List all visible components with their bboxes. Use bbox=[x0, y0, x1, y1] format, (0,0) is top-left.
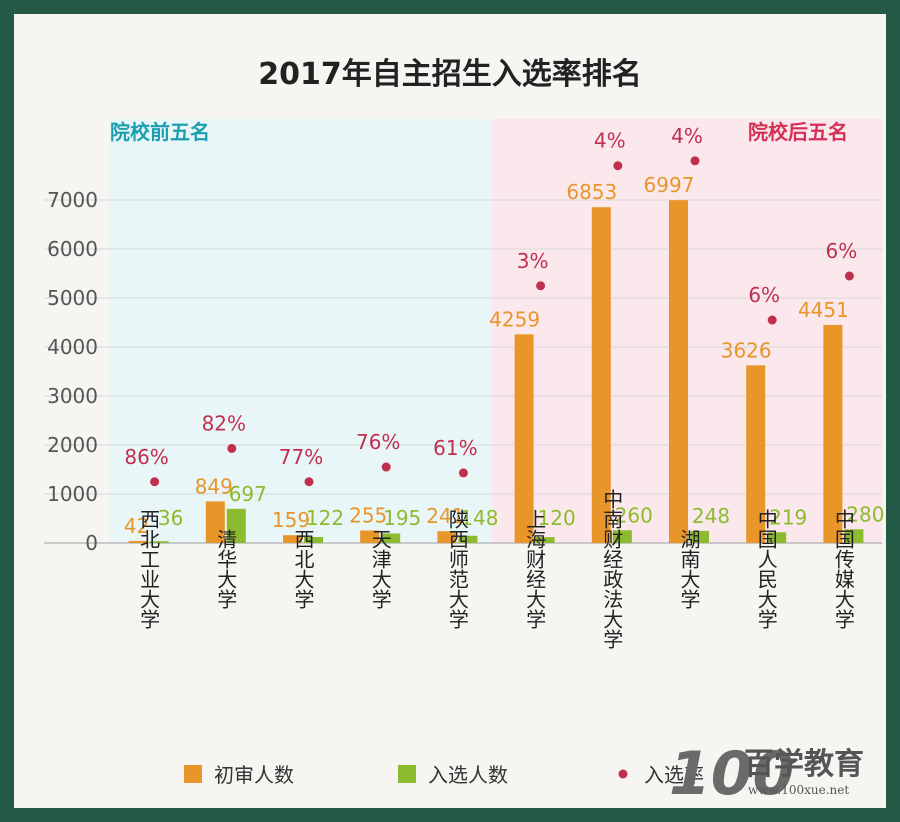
data-label-applicants: 4259 bbox=[489, 307, 540, 331]
bar-applicants bbox=[437, 531, 457, 543]
category-label: 中南财经政法大学 bbox=[600, 489, 624, 649]
watermark-logo: 100 百学教育 www.100xue.net bbox=[669, 739, 864, 808]
rate-label: 77% bbox=[279, 445, 323, 469]
data-label-admitted: 195 bbox=[383, 506, 421, 530]
category-label: 天津大学 bbox=[368, 529, 392, 609]
category-label: 中国人民大学 bbox=[754, 509, 778, 629]
section-label-bottom5: 院校后五名 bbox=[748, 120, 848, 144]
data-label-admitted: 148 bbox=[460, 506, 498, 530]
rate-point bbox=[613, 161, 623, 171]
legend-swatch bbox=[398, 765, 416, 783]
bar-admitted bbox=[458, 535, 478, 543]
watermark-url: www.100xue.net bbox=[748, 783, 849, 797]
data-label-applicants: 241 bbox=[426, 504, 464, 528]
y-tick-label: 7000 bbox=[47, 188, 98, 212]
category-label: 清华大学 bbox=[214, 529, 238, 609]
watermark-brand-name: 百学教育 bbox=[744, 747, 864, 782]
rate-point bbox=[458, 468, 468, 478]
rate-point bbox=[767, 315, 777, 325]
rate-label: 6% bbox=[826, 239, 858, 263]
top5-background bbox=[110, 119, 492, 544]
rate-label: 6% bbox=[748, 283, 780, 307]
bar-applicants bbox=[514, 334, 534, 543]
category-label: 西北工业大学 bbox=[137, 509, 161, 629]
section-label-top5: 院校前五名 bbox=[110, 120, 210, 144]
bar-admitted bbox=[844, 529, 864, 543]
rate-label: 76% bbox=[356, 430, 400, 454]
bar-applicants bbox=[591, 207, 611, 543]
watermark-100: 100 bbox=[669, 739, 794, 808]
rate-point bbox=[304, 477, 314, 487]
rate-point bbox=[381, 462, 391, 472]
rate-point bbox=[150, 477, 160, 487]
rate-label: 4% bbox=[594, 129, 626, 153]
rate-point bbox=[536, 281, 546, 291]
data-label-admitted: 697 bbox=[229, 482, 267, 506]
legend-label: 初审人数 bbox=[214, 763, 294, 787]
rate-label: 3% bbox=[517, 249, 549, 273]
rate-point bbox=[844, 271, 854, 281]
data-label-admitted: 122 bbox=[306, 506, 344, 530]
data-label-applicants: 849 bbox=[195, 474, 233, 498]
bar-applicants bbox=[128, 540, 148, 543]
bar-admitted bbox=[690, 530, 709, 543]
y-tick-label: 5000 bbox=[47, 286, 98, 310]
chart-title: 2017年自主招生入选率排名 bbox=[258, 57, 642, 92]
bar-admitted bbox=[149, 541, 169, 543]
data-label-applicants: 3626 bbox=[721, 338, 772, 362]
rate-label: 61% bbox=[433, 436, 477, 460]
chart-frame: 2017年自主招生入选率排名 院校前五名 院校后五名 0 1000 2000 3000… bbox=[14, 14, 886, 808]
bar-admitted bbox=[226, 508, 246, 543]
y-tick-label: 3000 bbox=[47, 384, 98, 408]
data-label-admitted: 36 bbox=[158, 506, 183, 530]
y-tick-label: 1000 bbox=[47, 482, 98, 506]
data-label-admitted: 260 bbox=[615, 503, 653, 527]
rate-label: 86% bbox=[124, 445, 168, 469]
data-label-applicants: 6853 bbox=[566, 180, 617, 204]
data-label-applicants: 4451 bbox=[798, 298, 849, 322]
data-label-applicants: 6997 bbox=[644, 173, 695, 197]
legend-marker-rate bbox=[618, 769, 628, 779]
data-label-applicants: 255 bbox=[349, 504, 387, 528]
y-tick-label: 6000 bbox=[47, 237, 98, 261]
bar-applicants bbox=[360, 530, 380, 543]
legend-label: 入选率 bbox=[644, 763, 704, 787]
bar-admitted bbox=[535, 537, 555, 543]
category-label: 湖南大学 bbox=[677, 529, 701, 609]
category-label: 陕西师范大学 bbox=[445, 509, 469, 629]
data-label-applicants: 42 bbox=[124, 514, 149, 538]
category-label: 上海财经大学 bbox=[523, 509, 547, 629]
rate-point bbox=[690, 156, 700, 166]
category-label: 中国传媒大学 bbox=[831, 509, 855, 629]
legend-label: 入选人数 bbox=[428, 763, 508, 787]
bar-admitted bbox=[612, 530, 632, 543]
y-tick-label: 0 bbox=[85, 531, 98, 555]
data-label-admitted: 248 bbox=[692, 504, 730, 528]
bar-applicants bbox=[283, 535, 302, 543]
data-label-admitted: 120 bbox=[538, 506, 576, 530]
bar-applicants bbox=[669, 200, 688, 543]
bar-applicants bbox=[823, 324, 843, 543]
y-tick-label: 4000 bbox=[47, 335, 98, 359]
data-label-applicants: 159 bbox=[272, 508, 310, 532]
bar-admitted bbox=[767, 532, 787, 543]
bar-admitted bbox=[304, 537, 323, 543]
category-label: 西北大学 bbox=[291, 529, 315, 609]
bar-applicants bbox=[746, 365, 766, 543]
bar-admitted bbox=[381, 533, 401, 543]
bar-applicants bbox=[205, 501, 225, 543]
legend-swatch bbox=[184, 765, 202, 783]
rate-label: 82% bbox=[202, 411, 246, 435]
rate-point bbox=[227, 443, 237, 453]
data-label-admitted: 219 bbox=[769, 505, 807, 529]
chart: 2017年自主招生入选率排名 院校前五名 院校后五名 0 1000 2000 3000… bbox=[44, 57, 884, 808]
rate-label: 4% bbox=[671, 124, 703, 148]
y-tick-label: 2000 bbox=[47, 433, 98, 457]
data-label-admitted: 280 bbox=[846, 502, 884, 526]
